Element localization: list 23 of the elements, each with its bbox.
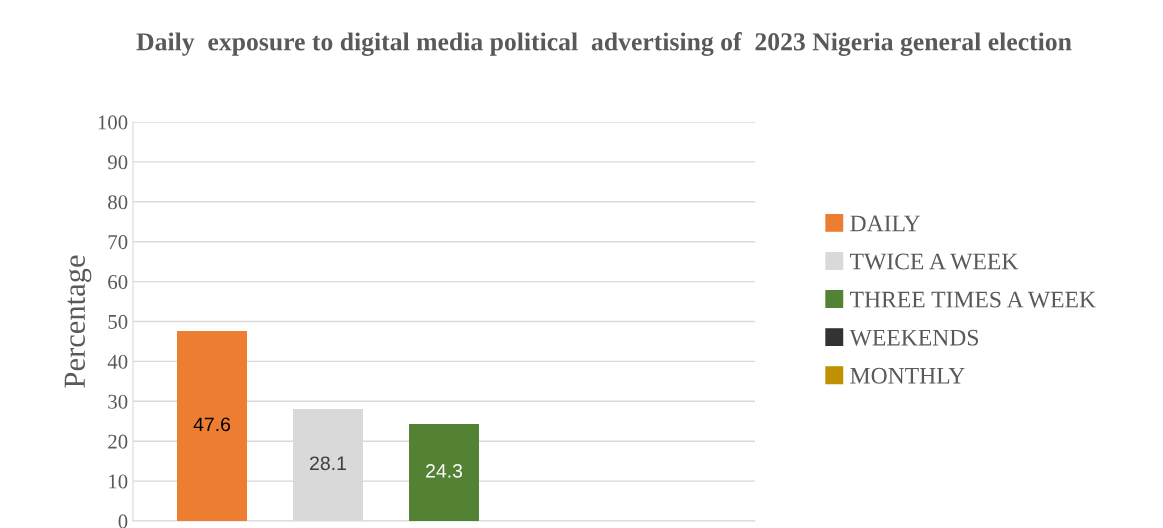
y-tick-label: 0 bbox=[118, 514, 128, 528]
legend-label: WEEKENDS bbox=[849, 329, 978, 346]
legend-label: MONTHLY bbox=[850, 367, 965, 384]
y-tick-label: 100 bbox=[98, 115, 128, 130]
bar bbox=[177, 331, 247, 521]
data-label: 24.3 bbox=[426, 463, 463, 478]
data-label: 47.6 bbox=[193, 417, 231, 432]
y-tick-label: 70 bbox=[108, 235, 128, 250]
y-axis-title: Percentage bbox=[64, 255, 92, 388]
legend-label: THREE TIMES A WEEK bbox=[850, 291, 1096, 308]
y-tick-label: 10 bbox=[109, 474, 128, 489]
y-tick-label: 20 bbox=[108, 434, 128, 449]
bar bbox=[409, 424, 479, 521]
legend-label: TWICE A WEEK bbox=[850, 253, 1019, 270]
chart-title: Daily exposure to digital media political advertising of 2023 Nigeria general election bbox=[136, 32, 1072, 56]
y-tick-label: 40 bbox=[107, 354, 128, 369]
y-tick-label: 50 bbox=[108, 314, 128, 329]
y-tick-label: 30 bbox=[108, 394, 128, 409]
y-tick-label: 80 bbox=[108, 195, 128, 210]
data-label: 28.1 bbox=[310, 456, 346, 471]
y-tick-label: 60 bbox=[108, 274, 128, 290]
legend-label: DAILY bbox=[850, 215, 921, 232]
y-tick-label: 90 bbox=[107, 155, 128, 170]
